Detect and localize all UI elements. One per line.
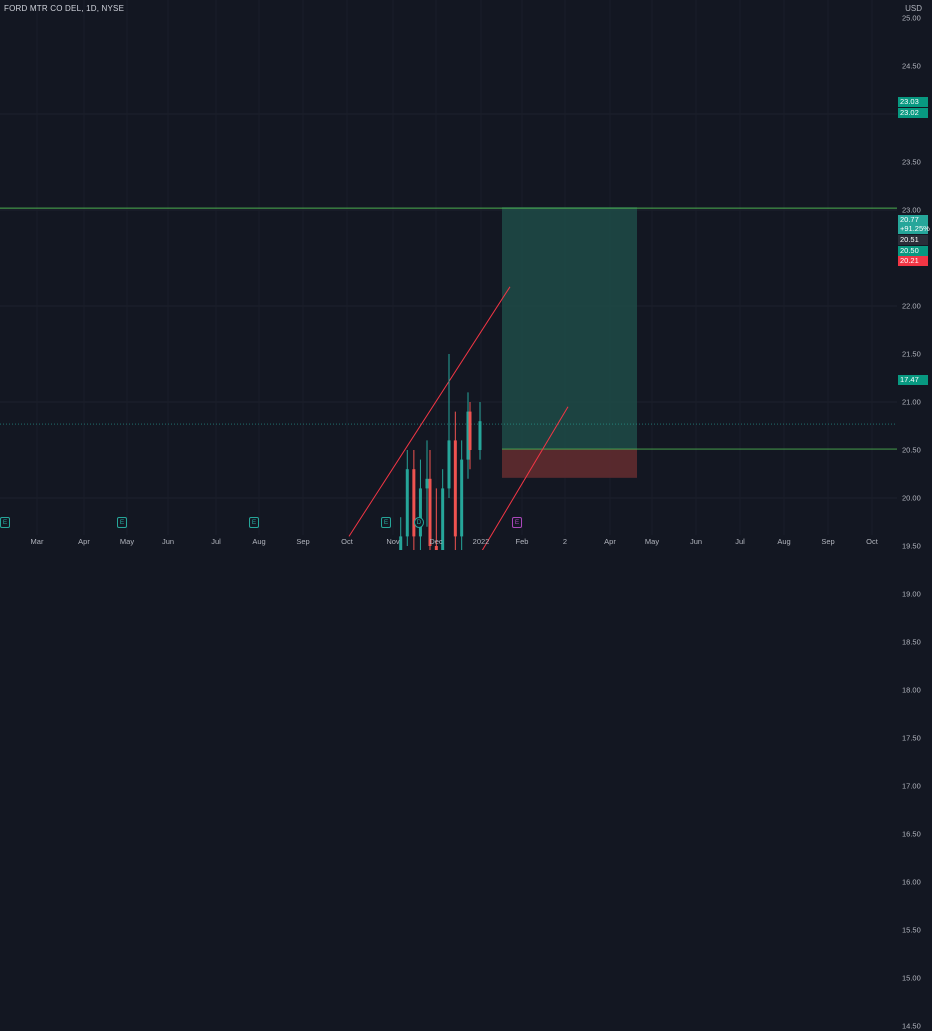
- price-tick: 17.00: [902, 781, 921, 791]
- price-tick: 19.00: [902, 589, 921, 599]
- candle-down: [428, 478, 432, 546]
- symbol-title[interactable]: FORD MTR CO DEL, 1D, NYSE: [4, 4, 125, 13]
- time-label: 2022: [472, 537, 490, 546]
- earnings-marker[interactable]: E: [117, 517, 127, 528]
- price-tick: 22.00: [902, 301, 921, 311]
- candle-up: [478, 421, 482, 450]
- price-tick: 20.00: [902, 493, 921, 503]
- price-tag: 20.51: [898, 235, 928, 245]
- time-label: Aug: [252, 537, 266, 546]
- time-label: Jul: [211, 537, 221, 546]
- time-label: Apr: [78, 537, 90, 546]
- channel-upper-line: [348, 286, 511, 537]
- price-tag: 20.21: [898, 256, 928, 266]
- profit-zone: [502, 207, 637, 450]
- price-tick: 18.50: [902, 637, 921, 647]
- candle-up: [447, 440, 451, 489]
- time-label: Dec: [429, 537, 443, 546]
- time-label: Oct: [866, 537, 878, 546]
- price-tick: 17.50: [902, 733, 921, 743]
- dividend-marker[interactable]: D: [414, 517, 424, 528]
- candle-down: [453, 440, 457, 537]
- price-tick: 16.00: [902, 877, 921, 887]
- earnings-marker[interactable]: E: [512, 517, 522, 528]
- price-tick: 15.00: [902, 973, 921, 983]
- price-tag: 17.47: [898, 375, 928, 385]
- price-tick: 19.50: [902, 541, 921, 551]
- candle-up: [466, 411, 470, 460]
- price-tag: +91.25%: [898, 224, 930, 234]
- earnings-marker[interactable]: E: [249, 517, 259, 528]
- price-tick: 23.00: [902, 205, 921, 215]
- time-label: Aug: [777, 537, 791, 546]
- time-label: Sep: [296, 537, 310, 546]
- price-tick: 20.50: [902, 445, 921, 455]
- candle-up: [418, 488, 422, 537]
- price-tick: 21.00: [902, 397, 921, 407]
- candle-up: [460, 459, 464, 537]
- time-label: May: [119, 537, 135, 546]
- stop-zone: [502, 449, 637, 478]
- candle-up: [399, 536, 403, 550]
- currency-label: USD: [905, 4, 922, 13]
- time-label: Jun: [161, 537, 175, 546]
- price-tag: 23.03: [898, 97, 928, 107]
- earnings-marker[interactable]: E: [0, 517, 10, 528]
- price-tick: 21.50: [902, 349, 921, 359]
- candle-up: [441, 488, 445, 550]
- price-tick: 16.50: [902, 829, 921, 839]
- time-axis[interactable]: Mar Apr May Jun Jul Aug Sep Oct Nov Dec 2022 Feb 2 Ap…: [0, 535, 897, 550]
- time-label: Jun: [689, 537, 703, 546]
- price-chart[interactable]: [0, 0, 932, 550]
- price-tag: 20.50: [898, 246, 928, 256]
- price-tick: 24.50: [902, 61, 921, 71]
- price-tick: 18.00: [902, 685, 921, 695]
- price-scale[interactable]: 25.0024.5024.0023.5023.0022.5022.0021.50…: [897, 0, 932, 1031]
- time-label: 2: [562, 537, 568, 546]
- candle-down: [468, 411, 472, 450]
- time-label: Apr: [604, 537, 616, 546]
- candle-down: [434, 546, 438, 550]
- candle-up: [405, 469, 409, 537]
- price-tag: 20.77: [898, 215, 928, 225]
- price-tick: 14.50: [902, 1021, 921, 1031]
- time-label: Nov: [386, 537, 400, 546]
- price-tag: 23.02: [898, 108, 928, 118]
- time-label: Sep: [821, 537, 835, 546]
- candle-down: [412, 469, 416, 537]
- time-label: Jul: [735, 537, 745, 546]
- time-label: Oct: [341, 537, 353, 546]
- price-tick: 15.50: [902, 925, 921, 935]
- price-tick: 25.00: [902, 13, 921, 23]
- candle-up: [425, 478, 429, 489]
- earnings-marker[interactable]: E: [381, 517, 391, 528]
- time-label: May: [644, 537, 660, 546]
- price-tick: 23.50: [902, 157, 921, 167]
- channel-lower-line: [481, 406, 569, 550]
- time-label: Mar: [30, 537, 44, 546]
- time-label: Feb: [515, 537, 529, 546]
